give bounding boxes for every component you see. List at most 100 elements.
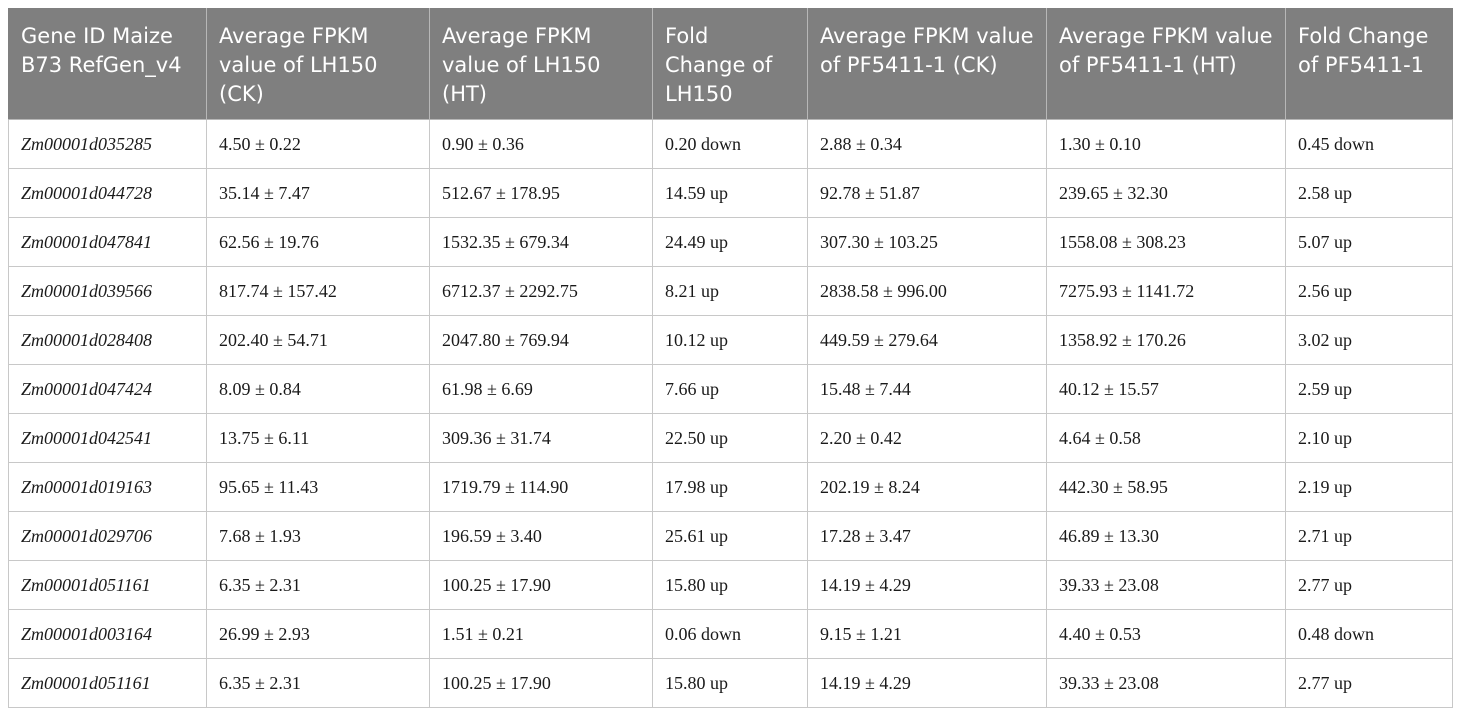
table-body: Zm00001d035285 4.50 ± 0.22 0.90 ± 0.36 0.20… bbox=[8, 119, 1453, 708]
pf5411-ht-cell: 40.12 ± 15.57 bbox=[1046, 364, 1286, 414]
gene-id-cell: Zm00001d028408 bbox=[8, 315, 207, 365]
lh150-fold-change-cell: 14.59 up bbox=[652, 168, 808, 218]
lh150-fold-change-cell: 24.49 up bbox=[652, 217, 808, 267]
pf5411-ck-cell: 15.48 ± 7.44 bbox=[807, 364, 1047, 414]
lh150-ck-cell: 35.14 ± 7.47 bbox=[206, 168, 430, 218]
gene-id-cell: Zm00001d047424 bbox=[8, 364, 207, 414]
lh150-ck-cell: 95.65 ± 11.43 bbox=[206, 462, 430, 512]
table-row: Zm00001d019163 95.65 ± 11.43 1719.79 ± 114… bbox=[8, 462, 1453, 512]
lh150-ht-cell: 2047.80 ± 769.94 bbox=[429, 315, 653, 365]
lh150-ht-cell: 1719.79 ± 114.90 bbox=[429, 462, 653, 512]
gene-id-cell: Zm00001d029706 bbox=[8, 511, 207, 561]
pf5411-ht-cell: 39.33 ± 23.08 bbox=[1046, 658, 1286, 708]
lh150-ck-cell: 13.75 ± 6.11 bbox=[206, 413, 430, 463]
pf5411-ht-cell: 1558.08 ± 308.23 bbox=[1046, 217, 1286, 267]
table-row: Zm00001d051161 6.35 ± 2.31 100.25 ± 17.90 1… bbox=[8, 560, 1453, 610]
pf5411-ht-cell: 4.40 ± 0.53 bbox=[1046, 609, 1286, 659]
pf5411-fold-change-cell: 2.58 up bbox=[1285, 168, 1453, 218]
gene-id-cell: Zm00001d019163 bbox=[8, 462, 207, 512]
table-row: Zm00001d047841 62.56 ± 19.76 1532.35 ± 679… bbox=[8, 217, 1453, 267]
pf5411-ht-cell: 239.65 ± 32.30 bbox=[1046, 168, 1286, 218]
table-row: Zm00001d039566 817.74 ± 157.42 6712.37 ± 2… bbox=[8, 266, 1453, 316]
header-pf5411-ck: Average FPKM value of PF5411-1 (CK) bbox=[807, 8, 1047, 120]
pf5411-ck-cell: 9.15 ± 1.21 bbox=[807, 609, 1047, 659]
lh150-ht-cell: 309.36 ± 31.74 bbox=[429, 413, 653, 463]
header-pf5411-fold-change: Fold Change of PF5411-1 bbox=[1285, 8, 1453, 120]
table-row: Zm00001d003164 26.99 ± 2.93 1.51 ± 0.21 0.0… bbox=[8, 609, 1453, 659]
lh150-ht-cell: 512.67 ± 178.95 bbox=[429, 168, 653, 218]
fpkm-table: Gene ID Maize B73 RefGen_v4 Average FPKM… bbox=[8, 8, 1453, 708]
table-row: Zm00001d051161 6.35 ± 2.31 100.25 ± 17.90 1… bbox=[8, 658, 1453, 708]
lh150-fold-change-cell: 22.50 up bbox=[652, 413, 808, 463]
header-pf5411-ht: Average FPKM value of PF5411-1 (HT) bbox=[1046, 8, 1286, 120]
pf5411-ht-cell: 1.30 ± 0.10 bbox=[1046, 119, 1286, 169]
pf5411-ck-cell: 2838.58 ± 996.00 bbox=[807, 266, 1047, 316]
gene-id-cell: Zm00001d042541 bbox=[8, 413, 207, 463]
pf5411-ck-cell: 14.19 ± 4.29 bbox=[807, 560, 1047, 610]
gene-id-cell: Zm00001d051161 bbox=[8, 658, 207, 708]
table-header: Gene ID Maize B73 RefGen_v4 Average FPKM… bbox=[8, 8, 1453, 120]
lh150-fold-change-cell: 10.12 up bbox=[652, 315, 808, 365]
gene-id-cell: Zm00001d035285 bbox=[8, 119, 207, 169]
fpkm-table-container: Gene ID Maize B73 RefGen_v4 Average FPKM… bbox=[8, 8, 1453, 708]
lh150-ht-cell: 1532.35 ± 679.34 bbox=[429, 217, 653, 267]
table-row: Zm00001d028408 202.40 ± 54.71 2047.80 ± 76… bbox=[8, 315, 1453, 365]
table-row: Zm00001d035285 4.50 ± 0.22 0.90 ± 0.36 0.20… bbox=[8, 119, 1453, 169]
header-lh150-ck: Average FPKM value of LH150 (CK) bbox=[206, 8, 430, 120]
lh150-ck-cell: 6.35 ± 2.31 bbox=[206, 560, 430, 610]
pf5411-ck-cell: 2.88 ± 0.34 bbox=[807, 119, 1047, 169]
pf5411-ht-cell: 39.33 ± 23.08 bbox=[1046, 560, 1286, 610]
pf5411-fold-change-cell: 2.71 up bbox=[1285, 511, 1453, 561]
table-row: Zm00001d047424 8.09 ± 0.84 61.98 ± 6.69 7.6… bbox=[8, 364, 1453, 414]
table-row: Zm00001d044728 35.14 ± 7.47 512.67 ± 178.9… bbox=[8, 168, 1453, 218]
lh150-fold-change-cell: 7.66 up bbox=[652, 364, 808, 414]
pf5411-ck-cell: 202.19 ± 8.24 bbox=[807, 462, 1047, 512]
pf5411-ht-cell: 4.64 ± 0.58 bbox=[1046, 413, 1286, 463]
pf5411-ck-cell: 92.78 ± 51.87 bbox=[807, 168, 1047, 218]
lh150-ht-cell: 1.51 ± 0.21 bbox=[429, 609, 653, 659]
pf5411-fold-change-cell: 2.10 up bbox=[1285, 413, 1453, 463]
pf5411-ht-cell: 1358.92 ± 170.26 bbox=[1046, 315, 1286, 365]
pf5411-fold-change-cell: 0.45 down bbox=[1285, 119, 1453, 169]
lh150-fold-change-cell: 17.98 up bbox=[652, 462, 808, 512]
pf5411-fold-change-cell: 5.07 up bbox=[1285, 217, 1453, 267]
lh150-ck-cell: 817.74 ± 157.42 bbox=[206, 266, 430, 316]
pf5411-ht-cell: 442.30 ± 58.95 bbox=[1046, 462, 1286, 512]
pf5411-ck-cell: 2.20 ± 0.42 bbox=[807, 413, 1047, 463]
pf5411-ck-cell: 449.59 ± 279.64 bbox=[807, 315, 1047, 365]
lh150-ck-cell: 7.68 ± 1.93 bbox=[206, 511, 430, 561]
header-lh150-fold-change: Fold Change of LH150 bbox=[652, 8, 808, 120]
lh150-ht-cell: 61.98 ± 6.69 bbox=[429, 364, 653, 414]
pf5411-fold-change-cell: 2.77 up bbox=[1285, 658, 1453, 708]
pf5411-fold-change-cell: 0.48 down bbox=[1285, 609, 1453, 659]
lh150-ck-cell: 62.56 ± 19.76 bbox=[206, 217, 430, 267]
pf5411-fold-change-cell: 2.19 up bbox=[1285, 462, 1453, 512]
lh150-ck-cell: 8.09 ± 0.84 bbox=[206, 364, 430, 414]
lh150-ht-cell: 100.25 ± 17.90 bbox=[429, 658, 653, 708]
lh150-ht-cell: 0.90 ± 0.36 bbox=[429, 119, 653, 169]
pf5411-fold-change-cell: 2.77 up bbox=[1285, 560, 1453, 610]
lh150-ck-cell: 26.99 ± 2.93 bbox=[206, 609, 430, 659]
pf5411-fold-change-cell: 2.59 up bbox=[1285, 364, 1453, 414]
pf5411-ck-cell: 17.28 ± 3.47 bbox=[807, 511, 1047, 561]
pf5411-ck-cell: 307.30 ± 103.25 bbox=[807, 217, 1047, 267]
lh150-fold-change-cell: 0.20 down bbox=[652, 119, 808, 169]
lh150-fold-change-cell: 0.06 down bbox=[652, 609, 808, 659]
pf5411-ht-cell: 7275.93 ± 1141.72 bbox=[1046, 266, 1286, 316]
table-row: Zm00001d029706 7.68 ± 1.93 196.59 ± 3.40 25… bbox=[8, 511, 1453, 561]
header-row: Gene ID Maize B73 RefGen_v4 Average FPKM… bbox=[8, 8, 1453, 120]
gene-id-cell: Zm00001d051161 bbox=[8, 560, 207, 610]
lh150-ht-cell: 100.25 ± 17.90 bbox=[429, 560, 653, 610]
pf5411-ht-cell: 46.89 ± 13.30 bbox=[1046, 511, 1286, 561]
gene-id-cell: Zm00001d003164 bbox=[8, 609, 207, 659]
header-lh150-ht: Average FPKM value of LH150 (HT) bbox=[429, 8, 653, 120]
table-row: Zm00001d042541 13.75 ± 6.11 309.36 ± 31.74… bbox=[8, 413, 1453, 463]
lh150-fold-change-cell: 15.80 up bbox=[652, 560, 808, 610]
lh150-ck-cell: 202.40 ± 54.71 bbox=[206, 315, 430, 365]
gene-id-cell: Zm00001d047841 bbox=[8, 217, 207, 267]
lh150-ck-cell: 4.50 ± 0.22 bbox=[206, 119, 430, 169]
lh150-fold-change-cell: 8.21 up bbox=[652, 266, 808, 316]
pf5411-fold-change-cell: 3.02 up bbox=[1285, 315, 1453, 365]
pf5411-ck-cell: 14.19 ± 4.29 bbox=[807, 658, 1047, 708]
header-gene-id: Gene ID Maize B73 RefGen_v4 bbox=[8, 8, 207, 120]
